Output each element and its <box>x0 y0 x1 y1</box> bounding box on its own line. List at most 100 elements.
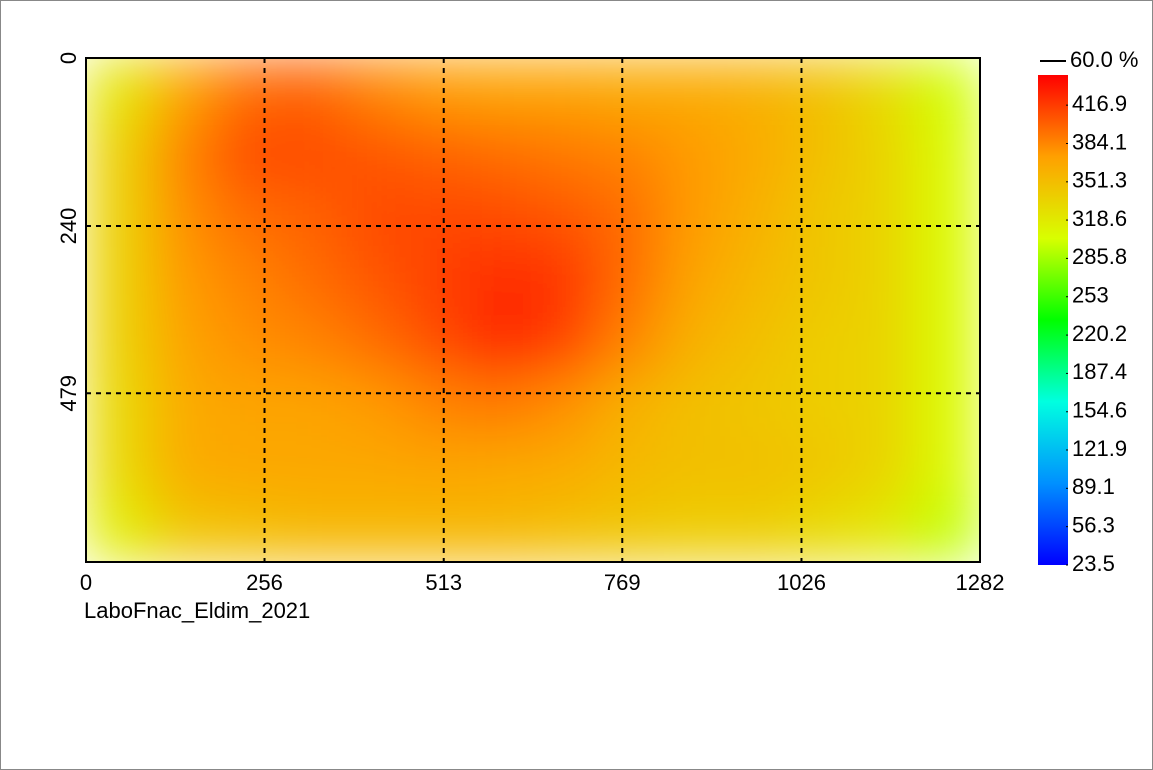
heat-cell <box>852 436 917 500</box>
heat-cell <box>213 373 279 437</box>
heat-cell <box>596 499 662 562</box>
heat-cell <box>86 310 151 374</box>
heat-cell <box>213 310 279 374</box>
heat-cell <box>277 310 342 374</box>
heat-cell <box>660 58 726 122</box>
contour-label: 60.0 % <box>1070 47 1139 72</box>
x-tick-label: 1282 <box>956 570 1005 595</box>
heat-cell <box>149 121 215 185</box>
heat-cell <box>86 373 151 437</box>
heat-cell <box>149 310 215 374</box>
heat-cell <box>86 184 151 248</box>
x-tick-label: 513 <box>425 570 462 595</box>
heat-cell <box>724 184 789 248</box>
heat-cell <box>533 499 598 562</box>
heat-cell <box>341 121 406 185</box>
x-tick-label: 0 <box>80 570 92 595</box>
heat-cell <box>788 310 853 374</box>
heat-cell <box>341 310 406 374</box>
heat-cell <box>341 58 406 122</box>
y-tick-label: 240 <box>56 208 81 245</box>
heat-cell <box>596 247 662 311</box>
heat-cell <box>596 184 662 248</box>
heat-cell <box>660 436 726 500</box>
colorbar-tick-label: 56.3 <box>1072 512 1115 537</box>
heat-cell <box>341 436 406 500</box>
heat-cell <box>405 121 470 185</box>
heat-cell <box>277 373 342 437</box>
heat-cell <box>341 247 406 311</box>
heat-cell <box>469 436 534 500</box>
heat-cell <box>341 373 406 437</box>
y-tick-label: 0 <box>56 52 81 64</box>
heat-cell <box>86 58 151 122</box>
heat-cell <box>469 247 534 311</box>
colorbar-tick-label: 220.2 <box>1072 321 1127 346</box>
heat-cell <box>596 121 662 185</box>
heat-cell <box>852 310 917 374</box>
heat-cell <box>660 499 726 562</box>
heat-cell <box>596 58 662 122</box>
heat-cell <box>277 499 342 562</box>
heat-cell <box>660 373 726 437</box>
heat-cell <box>469 184 534 248</box>
heat-cell <box>469 499 534 562</box>
heat-cell <box>213 58 279 122</box>
colorbar-tick-label: 23.5 <box>1072 551 1115 576</box>
heat-cell <box>469 121 534 185</box>
heat-cell <box>852 184 917 248</box>
heatmap-cells <box>86 58 980 562</box>
heat-cell <box>405 247 470 311</box>
y-tick-label: 479 <box>56 375 81 412</box>
heat-cell <box>149 499 215 562</box>
heat-cell <box>596 310 662 374</box>
heat-cell <box>788 499 853 562</box>
heat-cell <box>149 58 215 122</box>
heat-cell <box>405 184 470 248</box>
heat-cell <box>596 436 662 500</box>
heat-cell <box>533 310 598 374</box>
heat-cell <box>213 436 279 500</box>
heat-cell <box>788 247 853 311</box>
x-tick-label: 1026 <box>777 570 826 595</box>
heat-cell <box>341 184 406 248</box>
heat-cell <box>724 58 789 122</box>
heat-cell <box>469 58 534 122</box>
colorbar-tick-label: 121.9 <box>1072 436 1127 461</box>
heat-cell <box>533 247 598 311</box>
heat-cell <box>916 499 980 562</box>
heat-cell <box>469 310 534 374</box>
heatmap-area <box>86 58 980 562</box>
heat-cell <box>660 121 726 185</box>
heat-cell <box>724 436 789 500</box>
x-tick-label: 256 <box>246 570 283 595</box>
heat-cell <box>533 121 598 185</box>
heat-cell <box>916 58 980 122</box>
heat-cell <box>86 436 151 500</box>
heat-cell <box>277 58 342 122</box>
heat-cell <box>724 121 789 185</box>
heat-cell <box>405 436 470 500</box>
heat-cell <box>213 184 279 248</box>
heat-cell <box>149 436 215 500</box>
heat-cell <box>277 121 342 185</box>
heat-cell <box>788 184 853 248</box>
heat-cell <box>724 310 789 374</box>
heat-cell <box>724 247 789 311</box>
subtitle: LaboFnac_Eldim_2021 <box>84 598 310 623</box>
colorbar <box>1038 75 1068 565</box>
heat-cell <box>724 373 789 437</box>
heat-cell <box>724 499 789 562</box>
heat-cell <box>852 499 917 562</box>
colorbar-tick-label: 285.8 <box>1072 244 1127 269</box>
colorbar-tick-label: 351.3 <box>1072 168 1127 193</box>
heat-cell <box>788 121 853 185</box>
heat-cell <box>916 184 980 248</box>
colorbar-tick-label: 318.6 <box>1072 206 1127 231</box>
colorbar-tick-label: 154.6 <box>1072 398 1127 423</box>
heat-cell <box>405 58 470 122</box>
heat-cell <box>533 58 598 122</box>
plot-frame <box>85 57 981 563</box>
heat-cell <box>788 436 853 500</box>
